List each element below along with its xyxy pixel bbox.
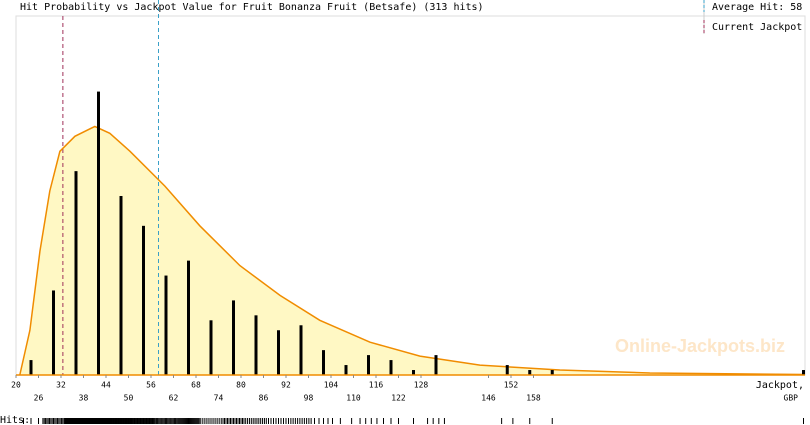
x-tick-label: 146 <box>481 394 496 403</box>
bar <box>505 365 509 375</box>
bar <box>802 370 805 375</box>
bar <box>97 91 100 375</box>
bar <box>389 360 393 375</box>
x-tick-label: 26 <box>34 394 44 403</box>
bar <box>322 350 325 375</box>
x-tick-label: 32 <box>56 381 66 390</box>
x-tick-label: 20 <box>11 381 21 390</box>
bar <box>299 325 303 375</box>
bar <box>142 225 145 375</box>
bar <box>209 320 213 375</box>
x-tick-label: 50 <box>124 394 134 403</box>
curve-line <box>19 125 806 376</box>
bar <box>74 171 78 375</box>
x-axis-unit: GBP <box>784 394 799 403</box>
legend-current: Current Jackpot <box>712 22 802 33</box>
x-tick-label: 92 <box>281 381 291 390</box>
x-tick-label: 38 <box>79 394 89 403</box>
x-tick-label: 62 <box>169 394 179 403</box>
legend-average: Average Hit: 58 <box>712 2 802 13</box>
bar <box>344 365 348 375</box>
curve-area <box>19 126 805 376</box>
x-tick-label: 128 <box>414 381 429 390</box>
x-tick-label: 86 <box>259 394 269 403</box>
bar <box>232 300 235 375</box>
bar <box>254 315 258 375</box>
bar <box>119 196 123 375</box>
bar <box>187 260 190 375</box>
rug-label: Hits: <box>0 415 30 425</box>
bar <box>434 355 438 375</box>
x-tick-label: 110 <box>346 394 361 403</box>
bar <box>550 370 554 375</box>
chart-title: Hit Probability vs Jackpot Value for Fru… <box>20 2 484 13</box>
x-tick-label: 116 <box>369 381 384 390</box>
x-tick-label: 44 <box>101 381 111 390</box>
x-tick-label: 56 <box>146 381 156 390</box>
x-tick-label: 98 <box>304 394 314 403</box>
x-tick-label: 122 <box>391 394 406 403</box>
bar <box>164 275 168 375</box>
watermark: Online-Jackpots.biz <box>615 336 785 356</box>
x-tick-label: 152 <box>504 381 519 390</box>
x-tick-label: 104 <box>324 381 339 390</box>
x-tick-label: 80 <box>236 381 246 390</box>
bar <box>367 355 370 375</box>
bar <box>412 370 415 375</box>
bar <box>52 290 55 375</box>
bar <box>528 370 532 375</box>
x-axis-label: Jackpot, <box>756 380 804 391</box>
x-tick-label: 158 <box>526 394 541 403</box>
bar <box>29 360 33 375</box>
x-tick-label: 68 <box>191 381 201 390</box>
x-tick-label: 74 <box>214 394 224 403</box>
bar <box>277 330 280 375</box>
